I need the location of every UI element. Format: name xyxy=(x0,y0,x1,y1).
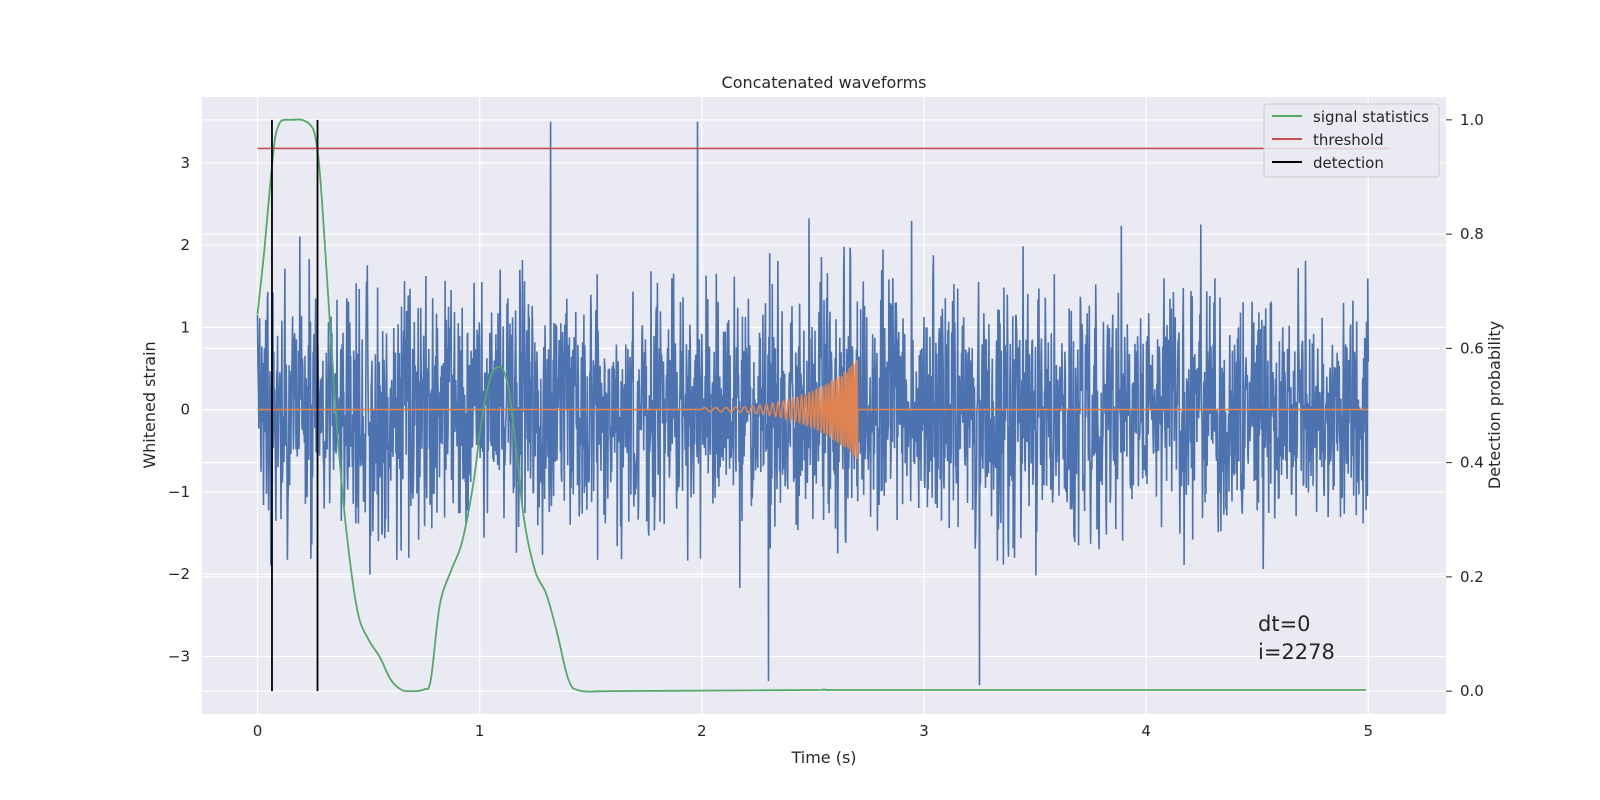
whitened-strain-series xyxy=(256,121,1370,686)
y2-tick-label: 0.2 xyxy=(1460,568,1484,586)
whitened-strain-line xyxy=(256,121,1370,686)
y2-tick-label: 0.8 xyxy=(1460,225,1484,243)
y2-tick-label: 1.0 xyxy=(1460,111,1484,129)
y2-tick-label: 0.4 xyxy=(1460,454,1484,472)
y-tick-label: 2 xyxy=(180,236,190,254)
x-tick-label: 0 xyxy=(253,722,263,740)
injected-waveform-series xyxy=(257,360,1369,460)
legend-box xyxy=(1263,103,1440,178)
annotation-i: i=2278 xyxy=(1258,640,1335,664)
legend-label-threshold: threshold xyxy=(1313,131,1384,149)
signal-statistics-line xyxy=(256,118,1366,693)
x-tick-label: 2 xyxy=(697,722,707,740)
y2-tick-label: 0.0 xyxy=(1460,682,1484,700)
legend-label-signal-statistics: signal statistics xyxy=(1313,108,1429,126)
y-tick-label: −2 xyxy=(168,565,190,583)
x-axis-label: Time (s) xyxy=(790,748,856,767)
injected-waveform-line xyxy=(257,360,1369,460)
y-tick-label: −1 xyxy=(168,483,190,501)
x-tick-label: 1 xyxy=(475,722,485,740)
y2-axis-label: Detection probability xyxy=(1485,321,1504,489)
x-tick-label: 3 xyxy=(919,722,929,740)
y-tick-label: 1 xyxy=(180,318,190,336)
axis-ticks: 0 1 2 3 4 5 −3 −2 −1 0 1 2 3 0.0 0.2 0.4 0.6 0.8 1.0 xyxy=(168,111,1484,740)
legend: signal statistics threshold detection xyxy=(1263,103,1440,178)
x-tick-label: 4 xyxy=(1141,722,1151,740)
legend-label-detection: detection xyxy=(1313,154,1384,172)
probability-overlays xyxy=(256,118,1391,693)
y-tick-label: 3 xyxy=(180,154,190,172)
x-tick-label: 5 xyxy=(1363,722,1373,740)
annotation-dt: dt=0 xyxy=(1258,612,1311,636)
y-axis-label: Whitened strain xyxy=(140,341,159,468)
y2-tick-label: 0.6 xyxy=(1460,339,1484,357)
y-tick-label: −3 xyxy=(168,647,190,665)
chart-title: Concatenated waveforms xyxy=(722,73,927,92)
y-tick-label: 0 xyxy=(180,401,190,419)
